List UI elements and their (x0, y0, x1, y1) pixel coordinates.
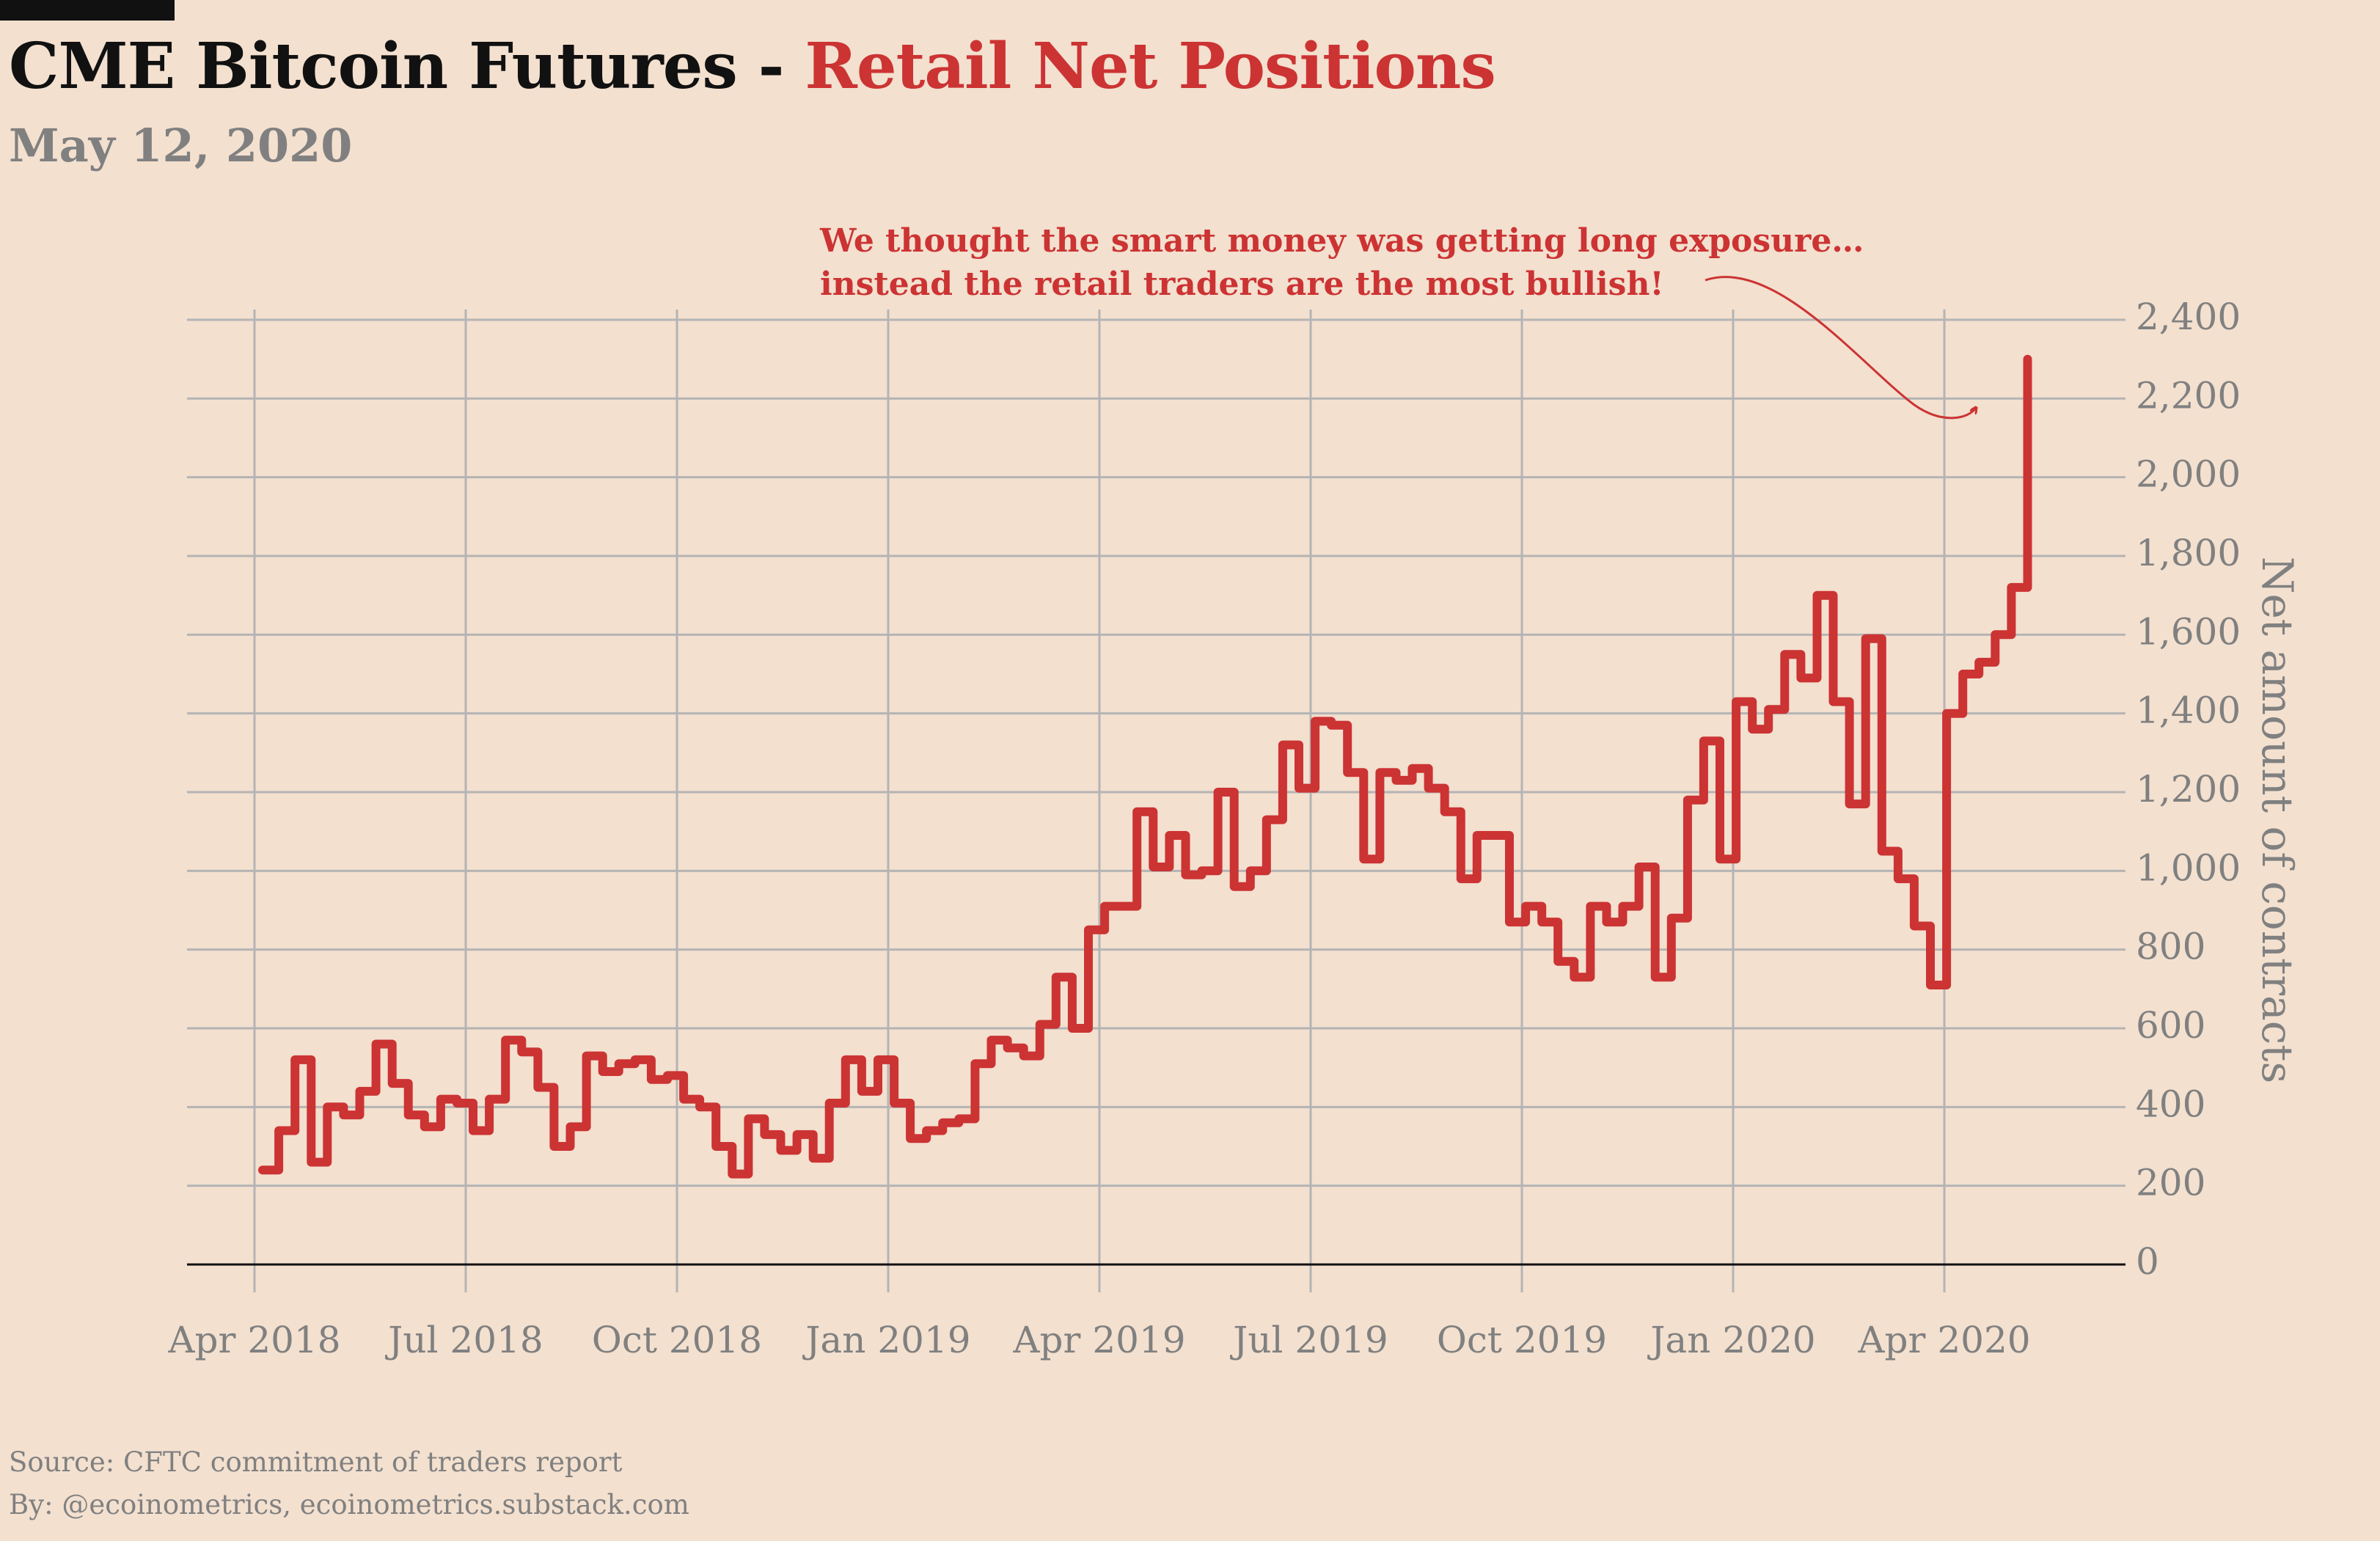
x-tick-label: Oct 2019 (1437, 1319, 1607, 1361)
y-tick-label: 2,200 (2136, 374, 2241, 417)
annotation-arrow (1705, 276, 1976, 420)
x-tick-label: Jul 2018 (384, 1319, 543, 1361)
x-tick-label: Jan 2020 (1647, 1319, 1815, 1361)
y-tick-label: 1,000 (2136, 846, 2241, 889)
chart-title: CME Bitcoin Futures - Retail Net Positio… (9, 29, 1496, 103)
y-tick-label: 2,400 (2136, 296, 2241, 338)
x-tick-label: Apr 2020 (1857, 1319, 2030, 1361)
title-main: CME Bitcoin Futures - (9, 29, 805, 103)
y-tick-label: 1,400 (2136, 689, 2241, 732)
byline: By: @ecoinometrics, ecoinometrics.substa… (9, 1489, 689, 1520)
x-tick-label: Jul 2019 (1229, 1319, 1388, 1361)
x-tick-label: Jan 2019 (802, 1319, 970, 1361)
x-tick-label: Oct 2018 (592, 1319, 762, 1361)
chart-date: May 12, 2020 (9, 119, 353, 172)
x-tick-label: Apr 2019 (1012, 1319, 1185, 1361)
y-tick-label: 1,600 (2136, 610, 2241, 653)
x-tick-label: Apr 2018 (167, 1319, 340, 1361)
title-accent: Retail Net Positions (805, 29, 1495, 103)
y-tick-label: 600 (2136, 1004, 2205, 1047)
y-tick-label: 200 (2136, 1162, 2205, 1204)
y-tick-label: 800 (2136, 926, 2205, 968)
y-tick-labels: 0 200 400 600 800 1,000 1,200 1,400 1,600 1,800 2,… (2136, 296, 2241, 1283)
annotation-line-2: instead the retail traders are the most … (820, 266, 1664, 303)
y-axis-label: Net amount of contracts (2252, 557, 2302, 1084)
annotation-line-1: We thought the smart money was getting l… (819, 222, 1864, 260)
x-tick-labels: Apr 2018 Jul 2018 Oct 2018 Jan 2019 Apr 2019… (167, 1319, 2030, 1361)
y-tick-label: 400 (2136, 1083, 2205, 1125)
x-gridlines (253, 310, 1946, 1292)
source-note: Source: CFTC commitment of traders repor… (9, 1446, 623, 1478)
y-gridlines (187, 318, 2125, 1187)
retail-net-positions-line (258, 354, 2032, 1179)
corner-bar (0, 0, 175, 21)
y-tick-label: 1,200 (2136, 768, 2241, 810)
y-tick-label: 1,800 (2136, 532, 2241, 574)
y-tick-label: 2,000 (2136, 453, 2241, 496)
y-tick-label: 0 (2136, 1240, 2159, 1283)
